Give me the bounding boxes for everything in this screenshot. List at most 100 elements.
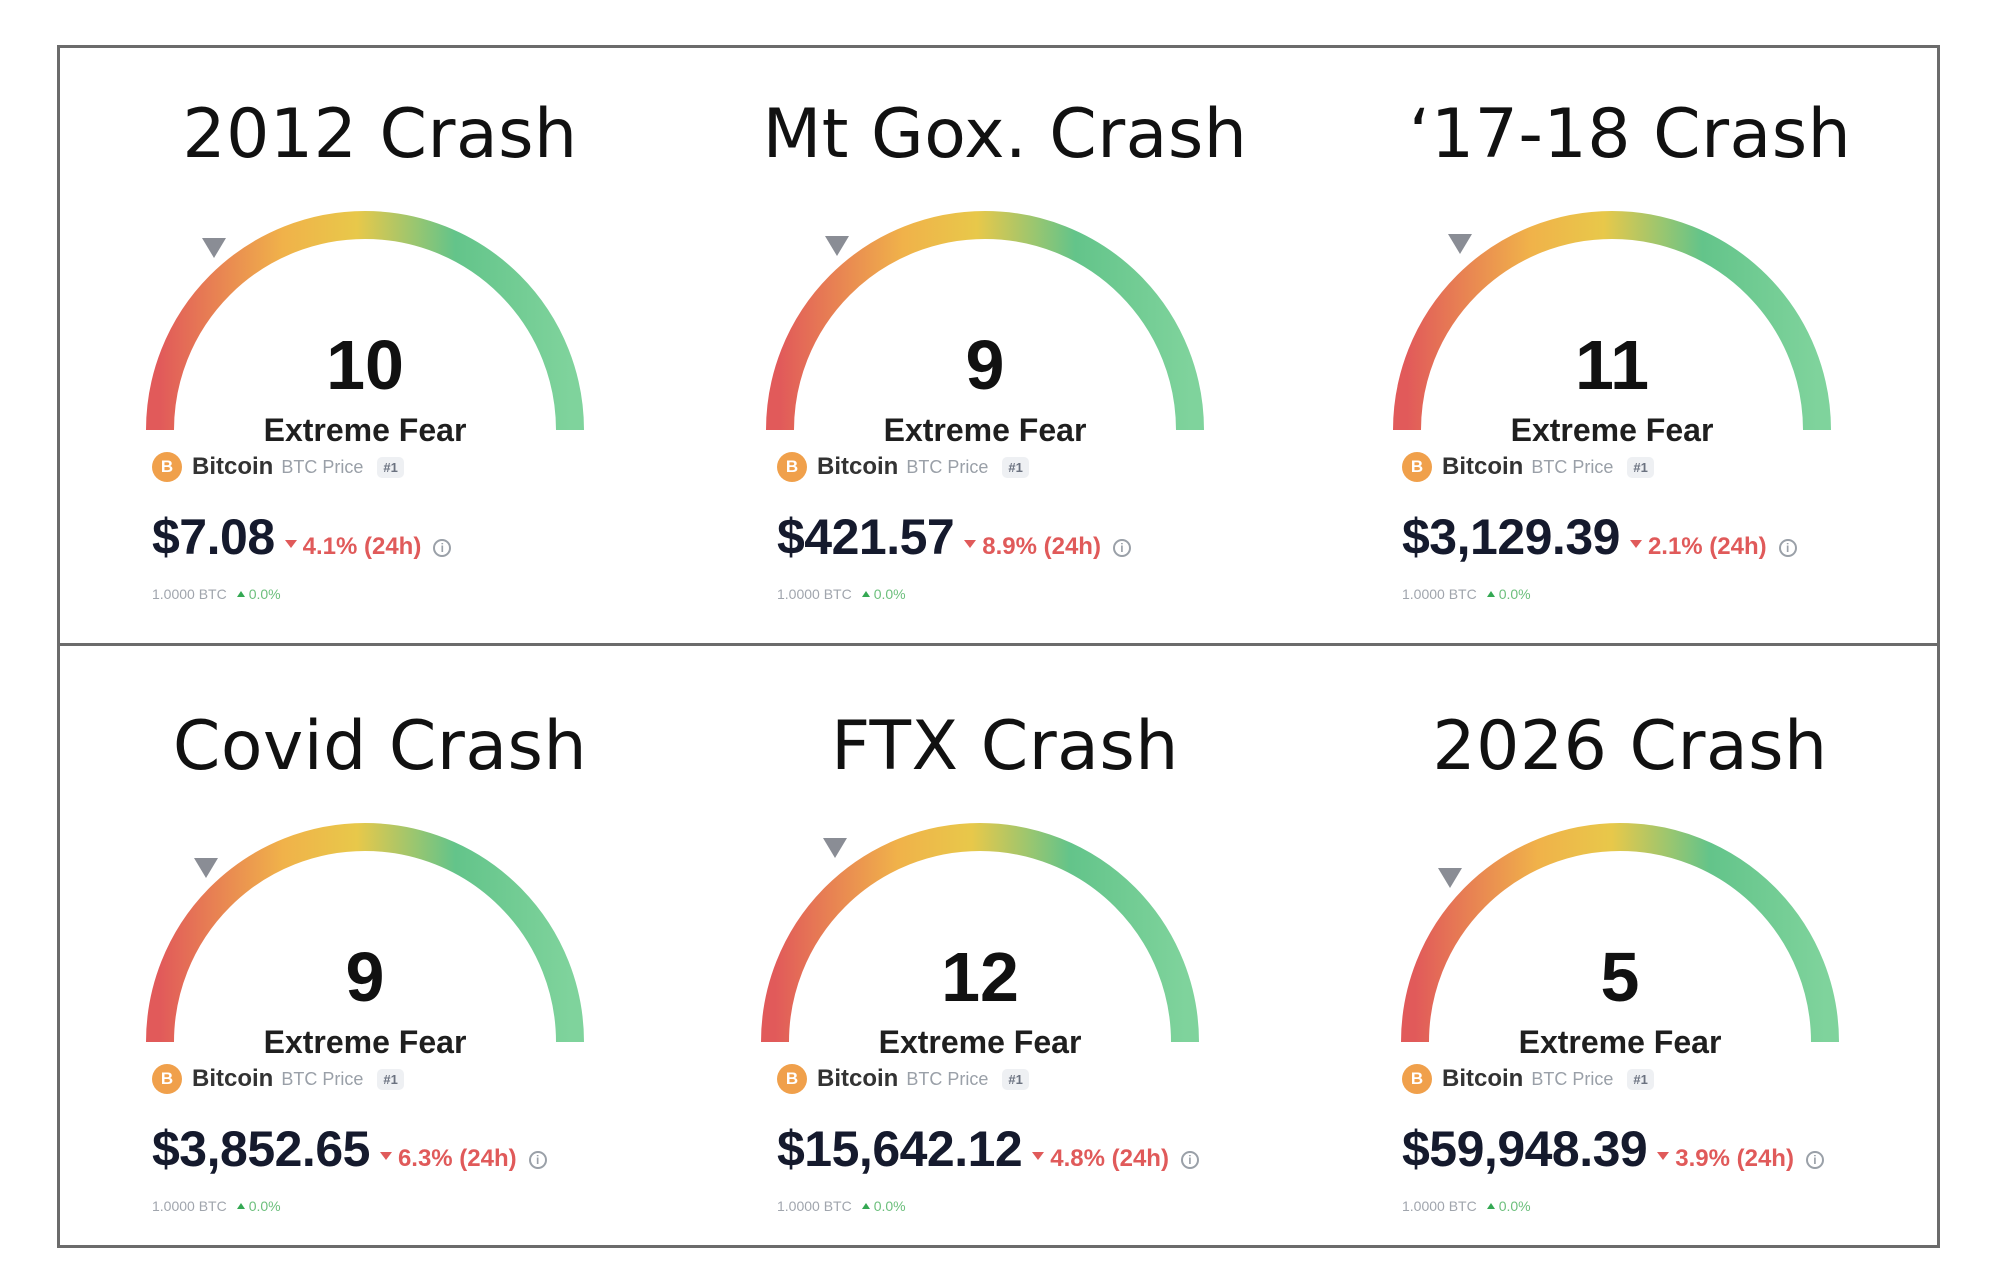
caret-up-icon [1486, 591, 1495, 597]
bitcoin-icon: B [777, 1064, 807, 1094]
price-value: $59,948.39 [1402, 1121, 1648, 1177]
coin-header: B Bitcoin BTC Price #1 [1402, 450, 1654, 484]
btc-conversion-row: 1.0000 BTC 0.0% [777, 586, 906, 602]
gauge-pointer-icon [1448, 234, 1472, 254]
price-row: $3,852.65 6.3% (24h) i [152, 1120, 547, 1178]
caret-up-icon [1486, 1203, 1495, 1209]
price-row: $3,129.39 2.1% (24h) i [1402, 508, 1797, 566]
gauge-label: Extreme Fear [263, 412, 467, 448]
fear-greed-gauge: 9 Extreme Fear [750, 190, 1220, 448]
gauge-arc [146, 823, 584, 1043]
gauge-score: 10 [326, 326, 404, 404]
comparison-frame [57, 45, 1940, 1248]
caret-up-icon [236, 1203, 245, 1209]
panel-title: Mt Gox. Crash [762, 95, 1248, 174]
bitcoin-icon: B [152, 1064, 182, 1094]
price-row: $7.08 4.1% (24h) i [152, 508, 452, 566]
fear-greed-gauge: 12 Extreme Fear [745, 802, 1215, 1060]
btc-amount: 1.0000 BTC [152, 586, 227, 602]
gauge-label: Extreme Fear [878, 1024, 1082, 1060]
btc-change: 0.0% [248, 1198, 281, 1214]
caret-down-icon [1657, 1152, 1670, 1160]
gauge-score: 11 [1575, 326, 1649, 404]
gauge-pointer-icon [823, 838, 847, 858]
price-value: $7.08 [152, 509, 275, 565]
gauge-pointer-icon [202, 238, 226, 258]
info-icon[interactable]: i [1778, 539, 1797, 557]
info-icon[interactable]: i [1180, 1151, 1199, 1169]
gauge-score: 9 [965, 326, 1005, 404]
rank-badge: #1 [1002, 456, 1029, 478]
gauge-arc [146, 211, 584, 431]
caret-up-icon [236, 591, 245, 597]
coin-subtitle: BTC Price [1531, 456, 1614, 477]
coin-header: B Bitcoin BTC Price #1 [1402, 1062, 1654, 1096]
price-change: 8.9% (24h) [982, 533, 1101, 560]
coin-header: B Bitcoin BTC Price #1 [152, 450, 404, 484]
bitcoin-icon: B [777, 452, 807, 482]
bitcoin-icon: B [152, 452, 182, 482]
info-icon[interactable]: i [528, 1151, 547, 1169]
fear-greed-gauge: 10 Extreme Fear [130, 190, 600, 448]
price-row: $15,642.12 4.8% (24h) i [777, 1120, 1199, 1178]
coin-name: Bitcoin [1442, 453, 1524, 480]
crash-panel: 2012 Crash 10 Extreme Fear B Bitcoin BTC… [70, 50, 690, 640]
btc-change: 0.0% [248, 586, 281, 602]
gauge-pointer-icon [194, 858, 218, 878]
gauge-arc [761, 823, 1199, 1043]
price-value: $3,129.39 [1402, 509, 1620, 565]
btc-amount: 1.0000 BTC [1402, 586, 1477, 602]
rank-badge: #1 [1627, 456, 1654, 478]
price-change: 3.9% (24h) [1675, 1145, 1794, 1172]
panel-title: FTX Crash [831, 707, 1179, 786]
info-icon[interactable]: i [1112, 539, 1131, 557]
price-change: 2.1% (24h) [1647, 533, 1767, 560]
crash-panel: ‘17-18 Crash 11 Extreme Fear B Bitcoin B… [1320, 50, 1940, 640]
fear-greed-gauge: 11 Extreme Fear [1377, 190, 1847, 448]
rank-badge: #1 [377, 1068, 404, 1090]
price-value: $421.57 [777, 509, 955, 565]
info-icon[interactable]: i [1805, 1151, 1824, 1169]
btc-conversion-row: 1.0000 BTC 0.0% [152, 1198, 281, 1214]
gauge-arc [1401, 823, 1839, 1043]
gauge-label: Extreme Fear [1518, 1024, 1722, 1060]
info-icon[interactable]: i [433, 539, 452, 557]
panel-title: 2026 Crash [1432, 707, 1828, 786]
rank-badge: #1 [1627, 1068, 1654, 1090]
gauge-pointer-icon [825, 236, 849, 256]
gauge-score: 9 [345, 938, 385, 1016]
coin-subtitle: BTC Price [281, 1068, 364, 1089]
coin-header: B Bitcoin BTC Price #1 [152, 1062, 404, 1096]
caret-down-icon [379, 1152, 392, 1160]
btc-conversion-row: 1.0000 BTC 0.0% [1402, 1198, 1531, 1214]
gauge-label: Extreme Fear [883, 412, 1087, 448]
panel-title: Covid Crash [172, 707, 588, 786]
btc-conversion-row: 1.0000 BTC 0.0% [152, 586, 281, 602]
btc-change: 0.0% [1498, 1198, 1531, 1214]
rank-badge: #1 [377, 456, 404, 478]
coin-name: Bitcoin [817, 453, 899, 480]
coin-subtitle: BTC Price [906, 456, 989, 477]
coin-header: B Bitcoin BTC Price #1 [777, 1062, 1029, 1096]
price-row: $421.57 8.9% (24h) i [777, 508, 1131, 566]
fear-greed-gauge: 5 Extreme Fear [1385, 802, 1855, 1060]
gauge-label: Extreme Fear [263, 1024, 467, 1060]
bitcoin-icon: B [1402, 452, 1432, 482]
coin-name: Bitcoin [817, 1065, 899, 1092]
fear-greed-gauge: 9 Extreme Fear [130, 802, 600, 1060]
gauge-score: 12 [941, 938, 1019, 1016]
bitcoin-icon: B [1402, 1064, 1432, 1094]
row-divider [57, 643, 1940, 646]
btc-amount: 1.0000 BTC [152, 1198, 227, 1214]
btc-change: 0.0% [1498, 586, 1531, 602]
crash-panel: Covid Crash 9 Extreme Fear B Bitcoin BTC… [70, 662, 690, 1252]
btc-conversion-row: 1.0000 BTC 0.0% [777, 1198, 906, 1214]
caret-down-icon [1629, 540, 1642, 548]
price-change: 6.3% (24h) [397, 1145, 517, 1172]
btc-conversion-row: 1.0000 BTC 0.0% [1402, 586, 1531, 602]
btc-change: 0.0% [873, 1198, 906, 1214]
coin-name: Bitcoin [192, 1065, 274, 1092]
coin-subtitle: BTC Price [906, 1068, 989, 1089]
btc-amount: 1.0000 BTC [777, 1198, 852, 1214]
coin-header: B Bitcoin BTC Price #1 [777, 450, 1029, 484]
